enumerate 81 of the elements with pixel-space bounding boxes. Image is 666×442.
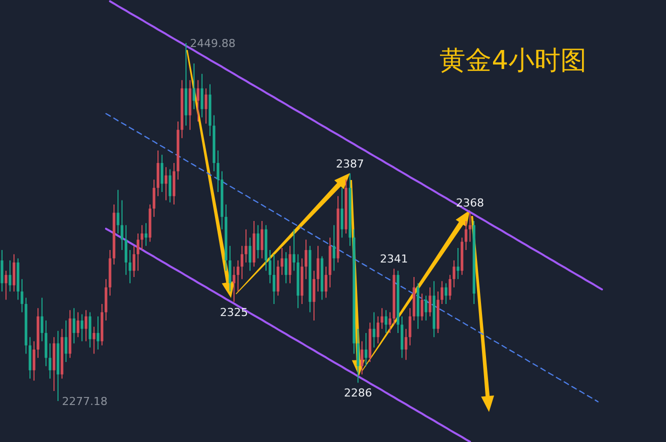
candlestick [444, 282, 448, 304]
chart-title: 黄金4小时图 [440, 46, 586, 76]
candlestick [312, 270, 316, 322]
candlestick [456, 247, 460, 280]
candlestick [40, 297, 44, 342]
candlestick [280, 247, 284, 276]
candlestick [144, 222, 148, 246]
annotation: 2368 [456, 196, 484, 210]
candlestick [240, 245, 244, 280]
candlestick [204, 88, 208, 124]
candlestick [324, 266, 328, 298]
candlestick [424, 295, 428, 322]
candlestick [160, 154, 164, 193]
candlestick [136, 232, 140, 272]
candlestick [48, 342, 52, 380]
candlestick [72, 308, 76, 344]
candlestick [4, 270, 8, 300]
candlestick [128, 250, 132, 284]
candlestick [80, 314, 84, 342]
annotation: 2449.88 [190, 37, 236, 50]
candlestick [8, 260, 12, 292]
candlestick [92, 326, 96, 354]
candlestick [380, 308, 384, 330]
candlestick [152, 179, 156, 218]
candlestick [360, 340, 364, 375]
candlestick [364, 332, 368, 367]
candlestick [408, 308, 412, 346]
candlestick [228, 245, 232, 292]
candlestick [12, 254, 16, 292]
candlestick [88, 312, 92, 348]
candlestick [388, 312, 392, 334]
candlestick [120, 200, 124, 251]
candlestick [440, 280, 444, 304]
candlestick [260, 220, 264, 259]
candlestick [256, 224, 260, 259]
candlestick [96, 316, 100, 350]
candlestick [332, 224, 336, 272]
candlestick [420, 293, 424, 322]
annotation: 2286 [344, 386, 372, 400]
candlestick [448, 274, 452, 300]
annotation: 2325 [220, 306, 248, 319]
candlestick [164, 166, 168, 201]
annotation: 2341 [380, 252, 408, 266]
candlestick [428, 286, 432, 317]
candlestick [340, 187, 344, 238]
annotation: 2277.18 [62, 395, 108, 408]
annotation: 2387 [336, 157, 364, 170]
candlestick [0, 250, 4, 292]
candlestick [116, 189, 120, 234]
candlestick [76, 312, 80, 338]
candlestick [20, 278, 24, 313]
candlestick [168, 168, 172, 203]
candlestick [404, 328, 408, 360]
candlestick [452, 260, 456, 288]
candlestick [216, 150, 220, 193]
candlestick [244, 228, 248, 263]
candlestick [372, 312, 376, 348]
candlestick [132, 245, 136, 278]
candlestick [124, 224, 128, 276]
candlestick [232, 266, 236, 302]
candlestick [236, 260, 240, 292]
candlestick [356, 328, 360, 384]
candlestick [376, 316, 380, 344]
candlestick [288, 245, 292, 284]
candlestick [284, 252, 288, 284]
candlestick [192, 62, 196, 110]
candlestick [316, 245, 320, 292]
candlestick [200, 73, 204, 118]
candlestick [464, 220, 468, 251]
candlestick [32, 340, 36, 382]
candlestick [64, 320, 68, 362]
candlestick [140, 224, 144, 251]
candlestick [304, 239, 308, 280]
candlestick [196, 80, 200, 122]
candlestick [292, 228, 296, 272]
candlestick [268, 250, 272, 284]
candlestick [84, 310, 88, 342]
candlestick [272, 254, 276, 304]
candlestick [248, 237, 252, 272]
candlestick [468, 212, 472, 242]
candlestick [384, 310, 388, 334]
